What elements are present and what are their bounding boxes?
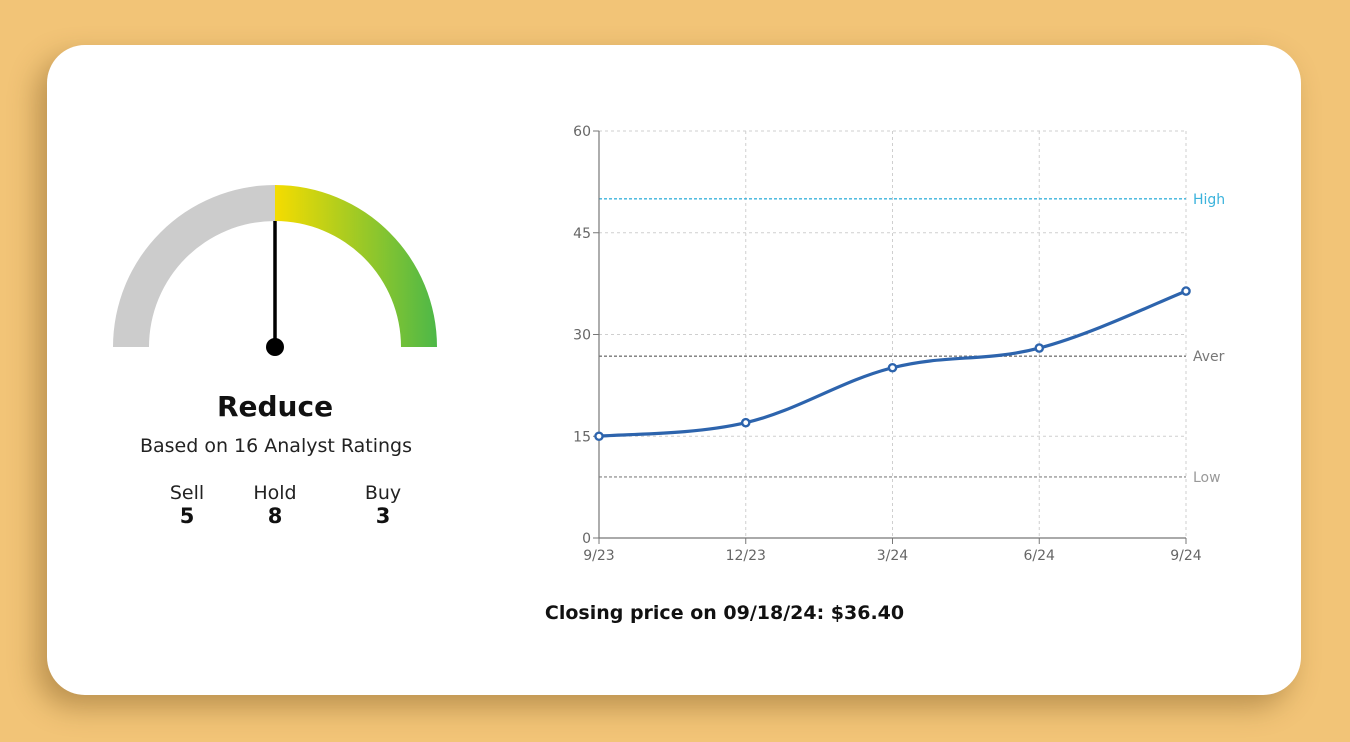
data-point-marker <box>1181 286 1191 296</box>
gauge-active-arc <box>275 185 437 347</box>
rating-gauge <box>113 185 437 356</box>
consensus-rating: Reduce <box>216 390 334 423</box>
gauge-inactive-arc <box>113 185 275 347</box>
y-tick-label: 60 <box>573 124 591 140</box>
x-tick-label: 6/24 <box>1024 548 1056 564</box>
count-hold: Hold 8 <box>235 482 315 528</box>
data-point-marker <box>887 362 898 373</box>
analyst-rating-card: Reduce Based on 16 Analyst Ratings Sell … <box>47 45 1301 695</box>
count-value: 3 <box>375 504 391 528</box>
count-label: Sell <box>169 482 205 504</box>
x-tick-label: 12/23 <box>726 548 766 564</box>
ratings-count-subtitle: Based on 16 Analyst Ratings <box>139 435 413 457</box>
y-tick-label: 0 <box>582 531 591 547</box>
data-point-marker <box>1034 343 1045 353</box>
count-value: 8 <box>267 504 283 528</box>
reference-label-average: Aver <box>1193 349 1225 365</box>
x-tick-label: 9/24 <box>1170 548 1202 564</box>
count-label: Hold <box>253 482 297 504</box>
x-tick-label: 3/24 <box>877 548 909 564</box>
y-tick-label: 45 <box>573 226 591 242</box>
data-point-marker <box>740 417 751 428</box>
closing-price: Closing price on 09/18/24: $36.40 <box>544 602 905 624</box>
count-sell: Sell 5 <box>147 482 227 528</box>
reference-label-high: High <box>1193 192 1225 208</box>
count-value: 5 <box>179 504 195 528</box>
count-buy: Buy 3 <box>343 482 423 528</box>
gauge-needle-pivot <box>266 338 284 356</box>
y-tick-label: 15 <box>573 429 591 445</box>
data-point-marker <box>594 431 604 442</box>
x-tick-label: 9/23 <box>583 548 614 564</box>
price-target-chart: High Aver Low 0 15 30 45 60 9/23 12/23 3/24 6/24 9/2… <box>573 124 1225 564</box>
y-tick-label: 30 <box>573 328 591 344</box>
reference-label-low: Low <box>1193 470 1221 486</box>
count-label: Buy <box>364 482 402 504</box>
